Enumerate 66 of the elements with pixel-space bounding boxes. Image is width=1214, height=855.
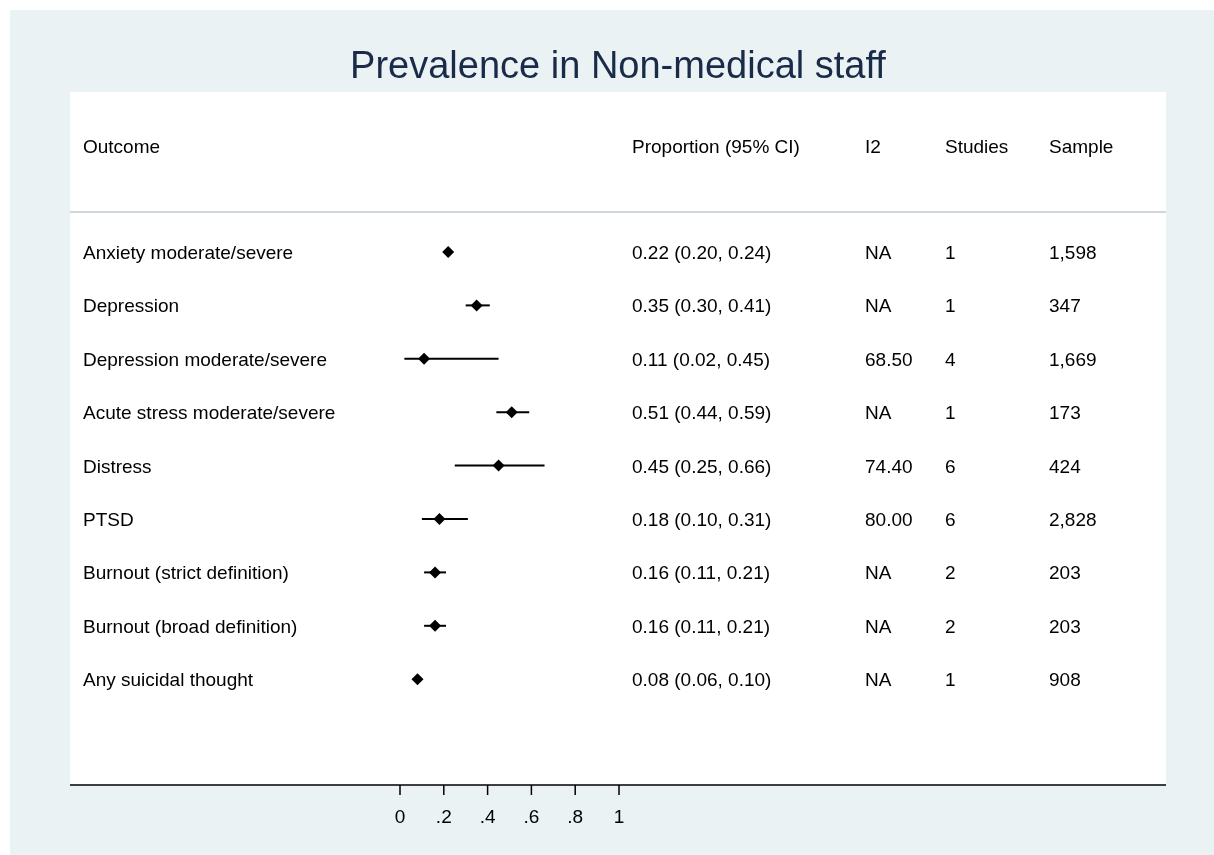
- data-label: 0.16 (0.11, 0.21): [632, 562, 771, 584]
- x-tick-label: .2: [435, 806, 452, 827]
- text: 80.00: [865, 509, 913, 530]
- text: NA: [865, 242, 892, 263]
- text: 1: [945, 295, 956, 317]
- text: 2: [945, 615, 956, 637]
- text: NA: [865, 562, 892, 584]
- y-tick-label: Depression: [83, 295, 180, 317]
- y-tick-label: Any suicidal thought: [83, 669, 254, 691]
- text: Proportion (95% CI): [632, 136, 800, 157]
- y-tick-label: Anxiety moderate/severe: [83, 242, 294, 263]
- text: 203: [1049, 562, 1081, 584]
- text: 1: [945, 242, 956, 263]
- point: [505, 406, 518, 419]
- point: [470, 299, 483, 312]
- data-label: 0.45 (0.25, 0.66): [632, 455, 772, 477]
- text: 4: [945, 348, 956, 370]
- x-tick-label: .8: [567, 806, 584, 827]
- point: [429, 566, 442, 579]
- text: 1,598: [1049, 242, 1097, 263]
- y-axis-title: Outcome: [83, 136, 161, 157]
- y-tick-label: Depression moderate/severe: [83, 348, 327, 370]
- y-tick-label: Burnout (broad definition): [83, 615, 298, 637]
- y-tick-label: Acute stress moderate/severe: [83, 402, 336, 424]
- text: 1: [945, 669, 956, 691]
- text: 2,828: [1049, 509, 1097, 530]
- text: 347: [1049, 295, 1081, 317]
- text: 2: [945, 562, 956, 584]
- text: 203: [1049, 615, 1081, 637]
- text: 1,669: [1049, 348, 1097, 370]
- data-label: 0.11 (0.02, 0.45): [632, 348, 771, 370]
- x-tick-label: .6: [523, 806, 540, 827]
- point: [442, 246, 455, 258]
- text: NA: [865, 669, 892, 691]
- text: 68.50: [865, 348, 913, 370]
- text: 424: [1049, 455, 1082, 477]
- text: 74.40: [865, 455, 913, 477]
- point: [411, 673, 424, 686]
- text: 6: [945, 509, 956, 530]
- data-label: 0.51 (0.44, 0.59): [632, 402, 772, 424]
- point: [433, 513, 446, 525]
- data-label: 0.16 (0.11, 0.21): [632, 615, 771, 637]
- y-tick-label: PTSD: [83, 509, 134, 530]
- text: 6: [945, 455, 956, 477]
- text: 1: [945, 402, 956, 424]
- text: NA: [865, 295, 892, 317]
- x-tick-label: 0: [394, 806, 406, 827]
- text: 173: [1049, 402, 1081, 424]
- chart-title: Prevalence in Non-medical staff: [350, 44, 887, 86]
- text: 908: [1049, 669, 1081, 691]
- data-label: 0.08 (0.06, 0.10): [632, 669, 772, 691]
- data-label: 0.18 (0.10, 0.31): [632, 509, 772, 530]
- text: NA: [865, 402, 892, 424]
- data-label: 0.22 (0.20, 0.24): [632, 242, 772, 263]
- point: [418, 352, 431, 365]
- x-tick-label: 1: [613, 806, 625, 827]
- text: NA: [865, 615, 892, 637]
- text: Studies: [945, 136, 1009, 157]
- data-label: 0.35 (0.30, 0.41): [632, 295, 772, 317]
- y-tick-label: Distress: [83, 455, 152, 477]
- point: [429, 619, 442, 632]
- text: Sample: [1049, 136, 1114, 157]
- text: I2: [865, 136, 881, 157]
- point: [492, 459, 505, 472]
- x-tick-label: .4: [479, 806, 496, 827]
- y-tick-label: Burnout (strict definition): [83, 562, 289, 584]
